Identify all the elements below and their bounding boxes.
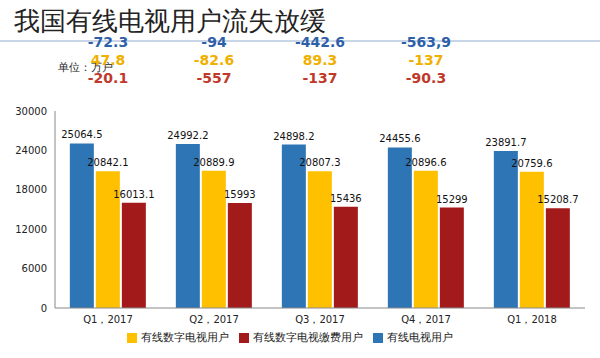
html-text:有线数字电视缴费用户: 有线数字电视缴费用户 — [253, 331, 363, 344]
svg-text:-90.3: -90.3 — [406, 70, 446, 86]
html-text:单位：万户: 单位：万户 — [58, 61, 113, 74]
svg-text:25064.5: 25064.5 — [61, 129, 102, 140]
svg-text:24455.6: 24455.6 — [379, 133, 420, 144]
svg-text:20842.1: 20842.1 — [87, 157, 128, 168]
svg-text:30000: 30000 — [15, 106, 47, 117]
svg-text:20807.3: 20807.3 — [299, 157, 340, 168]
svg-text:-137: -137 — [408, 52, 443, 68]
svg-text:23891.7: 23891.7 — [485, 137, 526, 148]
svg-text:Q2，2017: Q2，2017 — [189, 314, 239, 325]
svg-text:-72.3: -72.3 — [88, 34, 128, 50]
svg-text:24000: 24000 — [15, 145, 47, 156]
svg-text:Q1，2018: Q1，2018 — [507, 314, 557, 325]
svg-text:Q4，2017: Q4，2017 — [401, 314, 451, 325]
html-text:我国有线电视用户流失放缓: 我国有线电视用户流失放缓 — [14, 6, 326, 36]
svg-text:-557: -557 — [196, 70, 231, 86]
svg-text:15993: 15993 — [224, 189, 256, 200]
svg-text:20896.6: 20896.6 — [405, 157, 446, 168]
svg-text:0: 0 — [41, 303, 47, 314]
svg-text:-137: -137 — [302, 70, 337, 86]
svg-text:Q3，2017: Q3，2017 — [295, 314, 345, 325]
svg-text:20889.9: 20889.9 — [193, 157, 234, 168]
svg-text:20759.6: 20759.6 — [511, 158, 552, 169]
svg-text:15208.7: 15208.7 — [537, 194, 578, 205]
svg-text:15299: 15299 — [436, 194, 468, 205]
svg-text:-442.6: -442.6 — [295, 34, 345, 50]
svg-text:-20.1: -20.1 — [88, 70, 128, 86]
svg-text:6000: 6000 — [22, 263, 47, 274]
svg-text:24992.2: 24992.2 — [167, 130, 208, 141]
html-text:有线数字电视用户: 有线数字电视用户 — [141, 331, 229, 344]
svg-text:-563,9: -563,9 — [401, 34, 451, 50]
svg-text:12000: 12000 — [15, 224, 47, 235]
svg-text:89.3: 89.3 — [303, 52, 338, 68]
svg-text:-82.6: -82.6 — [194, 52, 234, 68]
svg-text:15436: 15436 — [330, 193, 362, 204]
svg-text:47.8: 47.8 — [91, 52, 126, 68]
svg-text:24898.2: 24898.2 — [273, 131, 314, 142]
svg-text:Q1，2017: Q1，2017 — [83, 314, 133, 325]
svg-text:-94: -94 — [201, 34, 227, 50]
svg-text:18000: 18000 — [15, 184, 47, 195]
html-text:有线电视用户: 有线电视用户 — [387, 331, 453, 344]
svg-text:16013.1: 16013.1 — [113, 189, 154, 200]
